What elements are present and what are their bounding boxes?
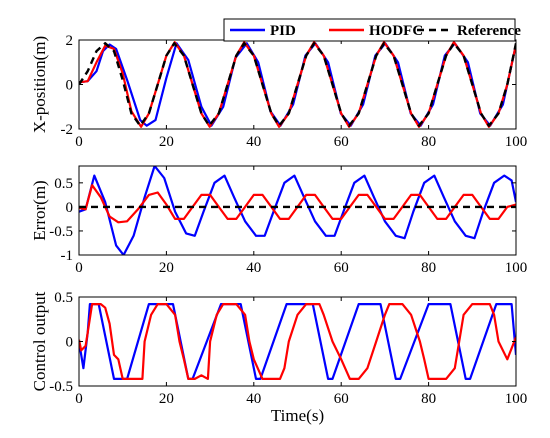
y-tick-label: 0.5 — [54, 290, 73, 306]
x-tick-label: 0 — [75, 260, 83, 276]
x-tick-label: 80 — [421, 134, 436, 150]
y-tick-label: -1 — [61, 248, 74, 264]
y-tick-label: -0.5 — [49, 224, 73, 240]
y-tick-label: 0 — [66, 200, 74, 216]
x-tick-label: 0 — [75, 391, 83, 407]
x-tick-label: 40 — [246, 260, 261, 276]
x-tick-label: 100 — [505, 260, 528, 276]
x-tick-label: 20 — [159, 260, 174, 276]
y-tick-label: 0 — [66, 335, 74, 351]
x-tick-label: 40 — [246, 134, 261, 150]
series-line-pid — [79, 166, 516, 255]
x-tick-label: 0 — [75, 134, 83, 150]
y-tick-label: 2 — [66, 33, 74, 49]
x-tick-label: 60 — [334, 391, 349, 407]
x-tick-label: 60 — [334, 260, 349, 276]
legend: PID HODFC Reference — [223, 18, 521, 42]
x-tick-label: 80 — [421, 391, 436, 407]
y-axis-label: Control output — [30, 291, 49, 391]
series-line-hodfc — [79, 184, 516, 224]
series-line-pid — [79, 303, 516, 380]
y-tick-label: 0 — [66, 78, 74, 94]
y-tick-label: -0.5 — [49, 379, 73, 395]
panel-2: 0 20 40 60 80 100 -1 -0.5 0 0.5 Error(m) — [30, 165, 528, 276]
legend-label-pid: PID — [270, 23, 296, 39]
series-line-hodfc — [79, 303, 516, 380]
series-line-hodfc — [79, 41, 516, 128]
legend-label-reference: Reference — [457, 23, 521, 39]
x-tick-label: 80 — [421, 260, 436, 276]
x-tick-label: 40 — [246, 391, 261, 407]
x-tick-label: 100 — [505, 391, 528, 407]
x-tick-label: 60 — [334, 134, 349, 150]
x-tick-label: 20 — [159, 134, 174, 150]
x-axis-label: Time(s) — [271, 406, 324, 425]
y-tick-label: -2 — [61, 122, 74, 138]
legend-label-hodfc: HODFC — [369, 23, 423, 39]
legend-box — [223, 18, 516, 42]
y-axis-label: Error(m) — [30, 180, 49, 240]
y-tick-label: 0.5 — [54, 176, 73, 192]
x-tick-label: 100 — [505, 134, 528, 150]
y-axis-label: X-position(m) — [30, 36, 49, 133]
x-tick-label: 20 — [159, 391, 174, 407]
axes-box — [78, 165, 517, 256]
